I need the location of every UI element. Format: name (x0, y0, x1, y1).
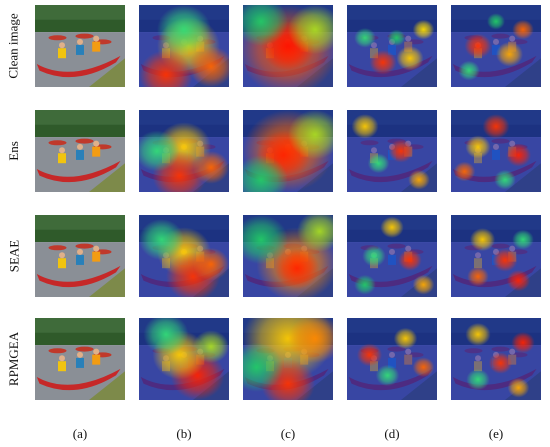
attention-heatmap (243, 110, 333, 192)
input-image (35, 5, 125, 87)
attention-heatmap (139, 110, 229, 192)
attention-heatmap (139, 318, 229, 400)
column-label: (a) (72, 426, 88, 441)
attention-heatmap (451, 318, 541, 400)
attention-heatmap (139, 215, 229, 297)
attention-heatmap (451, 5, 541, 87)
attention-heatmap (347, 215, 437, 297)
row-label-text: Ens (6, 141, 21, 161)
input-image (35, 215, 125, 297)
attention-heatmap (347, 5, 437, 87)
attention-heatmap (347, 318, 437, 400)
input-image (35, 110, 125, 192)
column-label: (c) (280, 426, 296, 441)
attention-heatmap (451, 110, 541, 192)
column-label: (b) (176, 426, 192, 441)
row-label: Clean image (0, 5, 28, 87)
column-label: (d) (384, 426, 400, 441)
attention-heatmap (139, 5, 229, 87)
row-label: RPMGEA (0, 318, 28, 400)
attention-heatmap (243, 215, 333, 297)
attention-heatmap (243, 5, 333, 87)
input-image (35, 318, 125, 400)
row-label: Ens (0, 110, 28, 192)
column-label: (e) (488, 426, 504, 441)
row-label-text: Clean image (6, 13, 21, 79)
attention-heatmap (347, 110, 437, 192)
row-label-text: RPMGEA (6, 331, 21, 387)
row-label: SEAE (0, 215, 28, 297)
row-label-text: SEAE (6, 239, 21, 273)
attention-heatmap (451, 215, 541, 297)
attention-heatmap (243, 318, 333, 400)
